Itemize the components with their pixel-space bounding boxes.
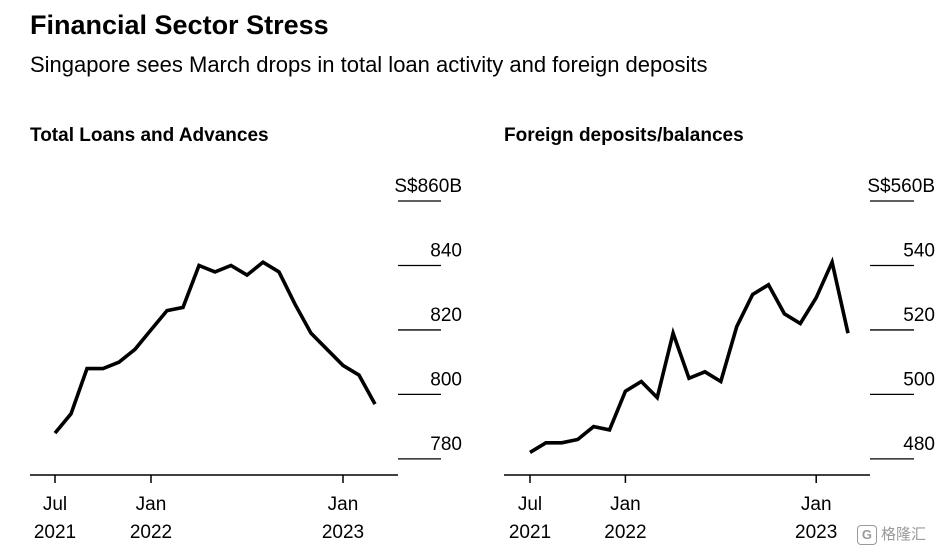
x-tick-label-month: Jan: [801, 494, 832, 515]
loans-chart: 780 800 820 840 S$860B Jul 2021 Jan 2022 Jan 2023: [30, 176, 462, 543]
y-tick-label: S$560B: [867, 176, 935, 197]
deposits-chart-title: Foreign deposits/balances: [504, 125, 744, 146]
y-tick-label: 840: [430, 240, 462, 261]
x-tick-label-month: Jul: [43, 494, 67, 515]
chart-subtitle: Singapore sees March drops in total loan…: [30, 52, 708, 77]
y-tick-label: 800: [430, 369, 462, 390]
y-tick-label: 480: [903, 434, 935, 455]
x-tick-label-year: 2023: [322, 522, 364, 543]
series-line: [529, 256, 850, 454]
x-tick-label-year: 2021: [34, 522, 76, 543]
x-tick-label-month: Jul: [518, 494, 542, 515]
y-tick-label: 820: [430, 305, 462, 326]
x-tick-label-year: 2022: [130, 522, 172, 543]
series-line: [53, 260, 377, 435]
watermark-text: 格隆汇: [880, 525, 926, 543]
x-tick-label-year: 2022: [604, 522, 646, 543]
loans-chart-title: Total Loans and Advances: [30, 125, 269, 146]
x-tick-label-month: Jan: [610, 494, 641, 515]
y-tick-label: 520: [903, 305, 935, 326]
x-tick-label-month: Jan: [328, 494, 359, 515]
x-tick-label-year: 2023: [795, 522, 837, 543]
x-tick-label-year: 2021: [509, 522, 551, 543]
y-tick-label: 500: [903, 369, 935, 390]
watermark: G 格隆汇: [856, 523, 926, 545]
y-tick-label: S$860B: [394, 176, 462, 197]
watermark-logo-icon: G: [856, 525, 877, 545]
chart-title-main: Financial Sector Stress: [30, 10, 329, 40]
x-tick-label-month: Jan: [136, 494, 167, 515]
y-tick-label: 780: [430, 434, 462, 455]
y-tick-label: 540: [903, 240, 935, 261]
